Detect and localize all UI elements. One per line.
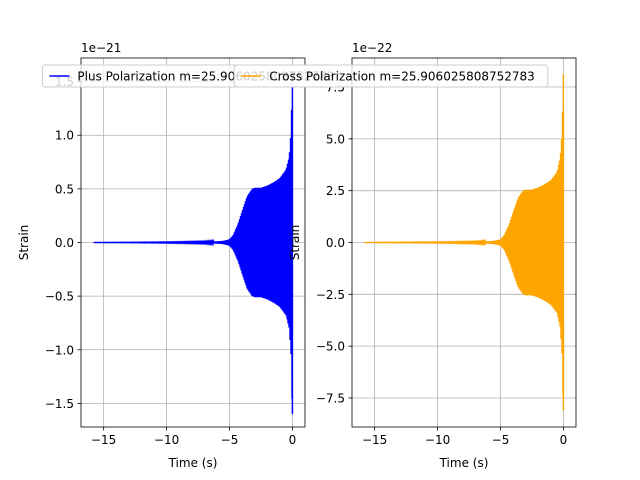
x-tick-label: −10 (425, 433, 450, 447)
y-tick-label: 5.0 (326, 132, 345, 146)
y-tick-label: −2.5 (316, 288, 345, 302)
y-tick-label: −1.5 (45, 397, 74, 411)
x-axis-label: Time (s) (439, 456, 489, 470)
y-axis-label: Strain (288, 225, 302, 261)
series-line-1 (93, 70, 294, 415)
y-tick-label: −5.0 (316, 340, 345, 354)
x-tick-label: 0 (289, 433, 297, 447)
x-tick-label: −5 (221, 433, 239, 447)
x-tick-label: 0 (560, 433, 568, 447)
y-tick-label: 0.0 (326, 236, 345, 250)
x-tick-label: −15 (91, 433, 116, 447)
y-tick-label: 1.0 (55, 129, 74, 143)
y-tick-label: 2.5 (326, 184, 345, 198)
x-tick-label: −5 (492, 433, 510, 447)
x-tick-label: −10 (154, 433, 179, 447)
y-tick-label: 0.5 (55, 182, 74, 196)
y-axis-label: Strain (17, 225, 31, 261)
y-tick-label: 0.0 (55, 236, 74, 250)
y-tick-label: −7.5 (316, 391, 345, 405)
legend-label: Cross Polarization m=25.906025808752783 (269, 70, 535, 84)
legend-2: Cross Polarization m=25.906025808752783 (233, 64, 549, 88)
x-tick-label: −15 (362, 433, 387, 447)
y-offset-label: 1e−21 (81, 41, 121, 55)
y-tick-label: −1.0 (45, 343, 74, 357)
y-offset-label: 1e−22 (352, 41, 392, 55)
y-tick-label: −0.5 (45, 290, 74, 304)
legend-box (233, 64, 549, 88)
series-line-1 (364, 74, 565, 411)
x-axis-label: Time (s) (168, 456, 218, 470)
